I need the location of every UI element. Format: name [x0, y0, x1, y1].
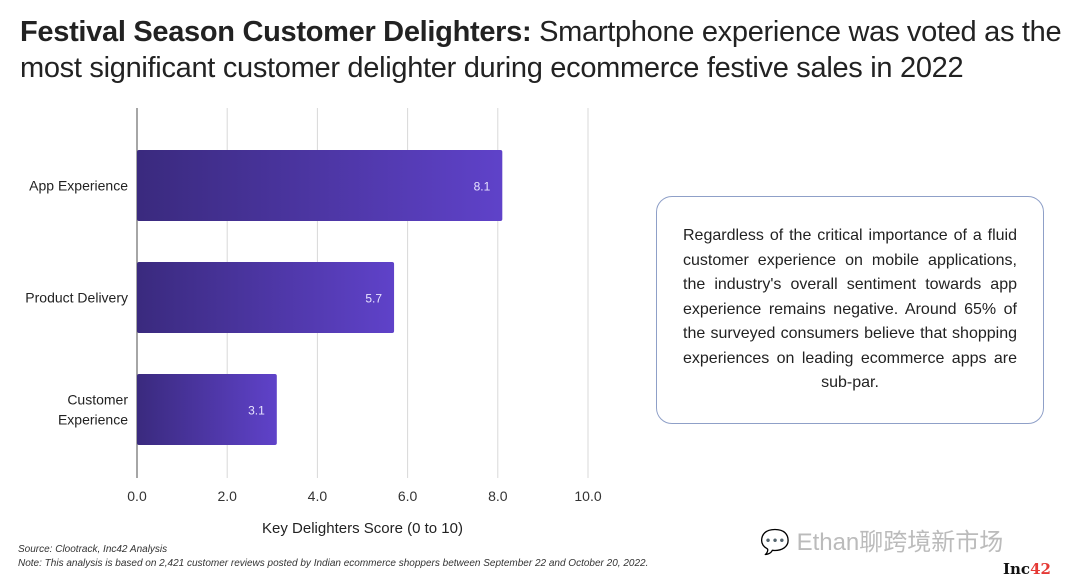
bar-value-label: 8.1: [474, 180, 491, 194]
callout-box: Regardless of the critical importance of…: [656, 196, 1044, 424]
watermark: 💬 Ethan聊跨境新市场: [760, 529, 1004, 556]
category-label: Customer: [67, 392, 128, 408]
x-axis-label: Key Delighters Score (0 to 10): [262, 520, 463, 537]
category-label: Product Delivery: [25, 290, 128, 306]
bar-value-label: 5.7: [365, 292, 382, 306]
bar: [137, 374, 277, 445]
callout-text: Regardless of the critical importance of…: [683, 227, 1017, 392]
category-label: Experience: [58, 412, 128, 428]
bar: [137, 150, 503, 221]
x-tick-label: 2.0: [217, 488, 237, 504]
chart-title: Festival Season Customer Delighters: Sma…: [20, 14, 1070, 86]
title-bold: Festival Season Customer Delighters:: [20, 16, 532, 48]
bar: [137, 262, 395, 333]
x-tick-label: 0.0: [127, 488, 147, 504]
x-tick-label: 4.0: [308, 488, 328, 504]
category-label: App Experience: [29, 178, 128, 194]
title-rest: Smartphone experience was voted as the m…: [20, 16, 1062, 84]
x-tick-label: 10.0: [574, 488, 601, 504]
x-tick-label: 8.0: [488, 488, 508, 504]
inc42-logo: Inc42: [1003, 560, 1051, 578]
source-text: Source: Clootrack, Inc42 Analysis: [18, 544, 168, 555]
note-text: Note: This analysis is based on 2,421 cu…: [18, 558, 649, 569]
x-tick-label: 6.0: [398, 488, 418, 504]
bar-value-label: 3.1: [248, 404, 265, 418]
